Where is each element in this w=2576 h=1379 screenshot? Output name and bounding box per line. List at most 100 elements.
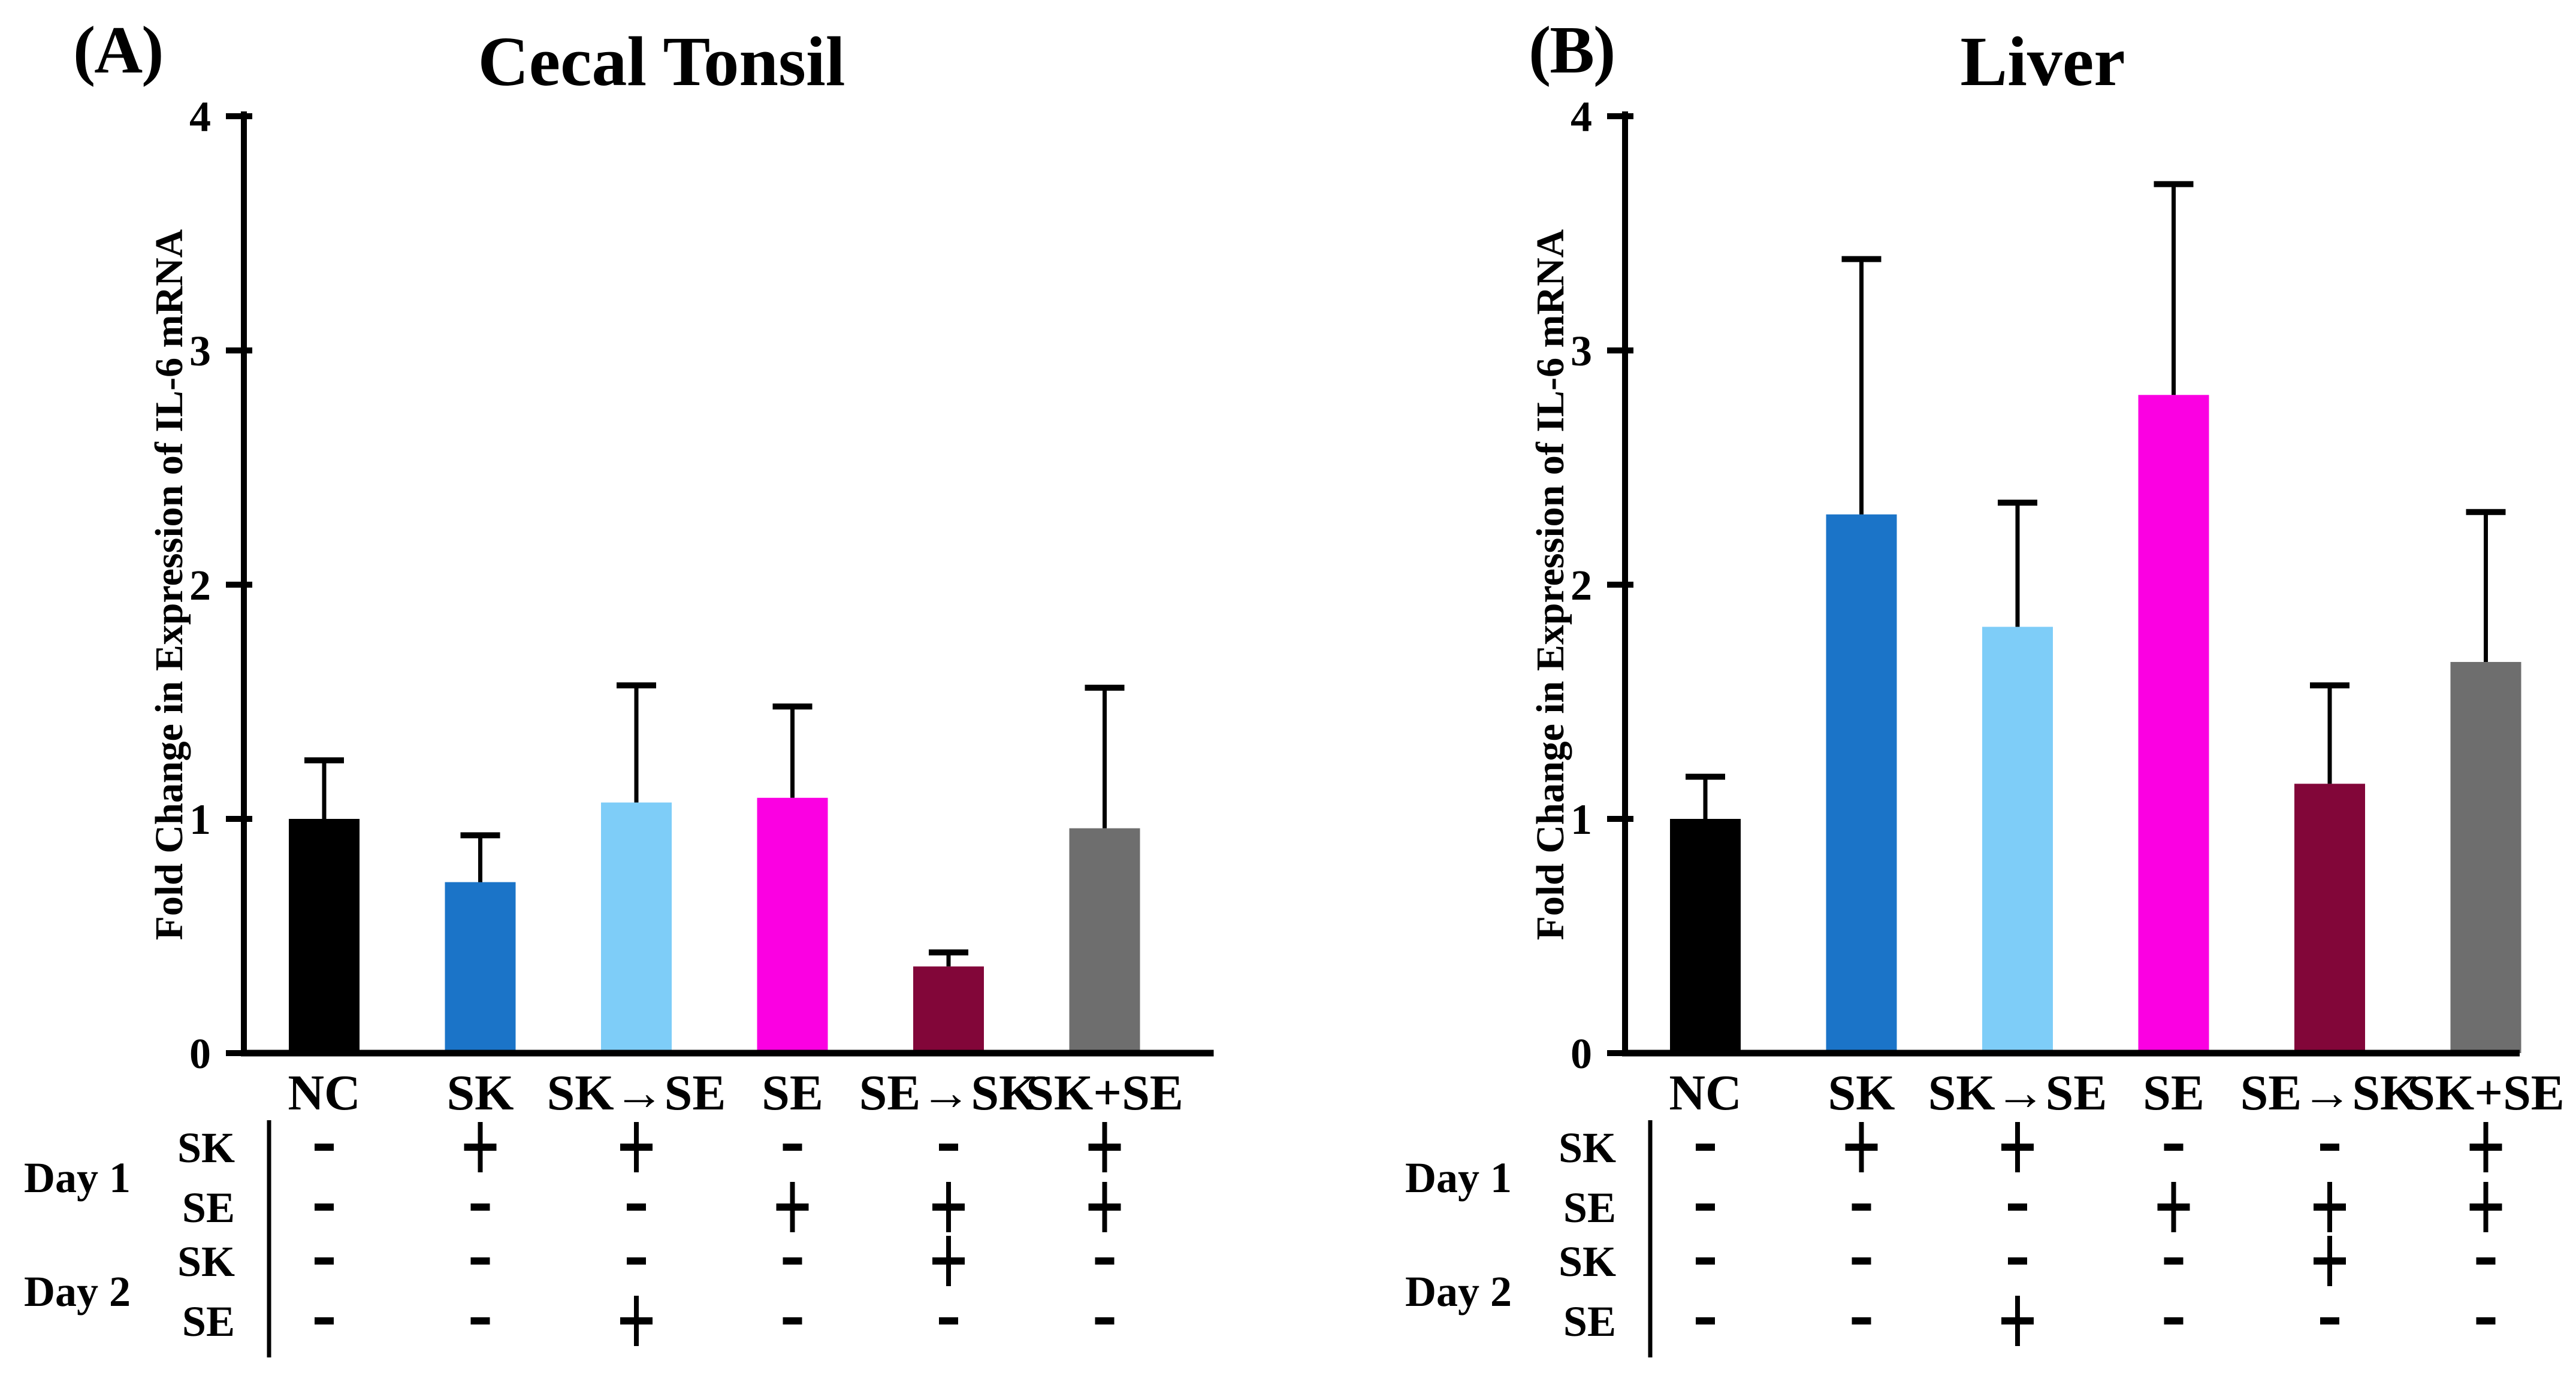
- treatment-row-label: SE: [182, 1184, 235, 1232]
- day-label: Day 2: [1405, 1268, 1512, 1316]
- y-tick-label: 0: [189, 1030, 211, 1078]
- y-tick-label: 3: [1571, 327, 1592, 375]
- minus-mark: [1696, 1317, 1715, 1324]
- treatment-cell-plus: [1845, 1122, 1878, 1172]
- treatment-cell-minus: [2164, 1257, 2184, 1265]
- bar-NC: [289, 819, 360, 1053]
- category-label: SE: [2143, 1065, 2204, 1121]
- treatment-cell-minus: [1095, 1257, 1115, 1265]
- treatment-cell-plus: [1088, 1182, 1121, 1232]
- panel-liver: (B) Liver Fold Change in Expression of I…: [1288, 0, 2576, 1379]
- plus-horizontal: [1088, 1144, 1121, 1151]
- treatment-cell-minus: [315, 1317, 334, 1324]
- y-tick-label: 0: [1571, 1030, 1592, 1078]
- treatment-cell-minus: [1696, 1257, 1715, 1265]
- treatment-cell-minus: [315, 1203, 334, 1211]
- treatment-cell-minus: [939, 1144, 958, 1151]
- day-label: Day 1: [1405, 1154, 1512, 1202]
- treatment-cell-minus: [783, 1144, 802, 1151]
- treatment-cell-plus: [2314, 1236, 2346, 1286]
- category-label: SE: [762, 1065, 823, 1121]
- minus-mark: [1852, 1317, 1871, 1324]
- treatment-cell-minus: [627, 1257, 646, 1265]
- bar-SK→SE: [1982, 627, 2053, 1053]
- treatment-cell-plus: [464, 1122, 497, 1172]
- treatment-cell-minus: [2008, 1257, 2027, 1265]
- treatment-cell-minus: [470, 1257, 490, 1265]
- plus-horizontal: [620, 1144, 653, 1151]
- plus-horizontal: [2001, 1144, 2034, 1151]
- plus-horizontal: [2001, 1317, 2034, 1324]
- minus-mark: [2008, 1257, 2027, 1265]
- plus-horizontal: [932, 1203, 965, 1211]
- treatment-row-label: SE: [182, 1298, 235, 1345]
- plus-horizontal: [776, 1203, 809, 1211]
- minus-mark: [1852, 1203, 1871, 1211]
- treatment-cell-minus: [2476, 1257, 2496, 1265]
- treatment-row-label: SK: [1559, 1238, 1616, 1286]
- minus-mark: [470, 1317, 490, 1324]
- plus-horizontal: [2469, 1144, 2502, 1151]
- minus-mark: [627, 1203, 646, 1211]
- category-label: NC: [1669, 1065, 1741, 1121]
- minus-mark: [315, 1144, 334, 1151]
- treatment-cell-minus: [2320, 1317, 2339, 1324]
- minus-mark: [783, 1257, 802, 1265]
- bar-SK→SE: [601, 802, 672, 1053]
- y-tick-label: 2: [1571, 561, 1592, 609]
- panel-title-cecal-tonsil: Cecal Tonsil: [478, 22, 845, 101]
- treatment-cell-minus: [2164, 1317, 2184, 1324]
- treatment-cell-minus: [1852, 1257, 1871, 1265]
- plus-horizontal: [2314, 1257, 2346, 1265]
- treatment-cell-minus: [1696, 1317, 1715, 1324]
- minus-mark: [783, 1317, 802, 1324]
- plus-horizontal: [2314, 1203, 2346, 1211]
- panel-letter-a: (A): [73, 13, 164, 87]
- bar-SK: [445, 882, 516, 1053]
- treatment-cell-minus: [2476, 1317, 2496, 1324]
- minus-mark: [1696, 1203, 1715, 1211]
- treatment-cell-minus: [783, 1257, 802, 1265]
- minus-mark: [939, 1144, 958, 1151]
- treatment-cell-minus: [783, 1317, 802, 1324]
- panel-title-liver: Liver: [1960, 22, 2125, 101]
- y-tick-label: 4: [189, 93, 211, 141]
- treatment-cell-minus: [2320, 1144, 2339, 1151]
- treatment-cell-minus: [470, 1203, 490, 1211]
- category-label: SK+SE: [2407, 1065, 2565, 1121]
- minus-mark: [2164, 1144, 2184, 1151]
- treatment-cell-plus: [2001, 1122, 2034, 1172]
- treatment-row-label: SK: [177, 1124, 235, 1172]
- treatment-cell-plus: [1088, 1122, 1121, 1172]
- treatment-cell-minus: [627, 1203, 646, 1211]
- y-tick-label: 1: [1571, 796, 1592, 843]
- treatment-cell-plus: [776, 1182, 809, 1232]
- minus-mark: [939, 1317, 958, 1324]
- bar-SE: [2138, 395, 2209, 1053]
- minus-mark: [1852, 1257, 1871, 1265]
- minus-mark: [2476, 1257, 2496, 1265]
- minus-mark: [1696, 1257, 1715, 1265]
- y-tick-label: 3: [189, 327, 211, 375]
- plus-horizontal: [932, 1257, 965, 1265]
- panel-letter-b: (B): [1529, 13, 1615, 87]
- treatment-row-label: SE: [1563, 1298, 1616, 1345]
- minus-mark: [1095, 1257, 1115, 1265]
- treatment-cell-minus: [2008, 1203, 2027, 1211]
- minus-mark: [1696, 1144, 1715, 1151]
- treatment-cell-minus: [939, 1317, 958, 1324]
- treatment-cell-plus: [620, 1122, 653, 1172]
- treatment-cell-plus: [932, 1236, 965, 1286]
- treatment-cell-plus: [2001, 1296, 2034, 1346]
- minus-mark: [2320, 1317, 2339, 1324]
- minus-mark: [315, 1317, 334, 1324]
- treatment-cell-minus: [1696, 1144, 1715, 1151]
- bar-SK+SE: [1069, 828, 1140, 1053]
- treatment-cell-minus: [2164, 1144, 2184, 1151]
- minus-mark: [2320, 1144, 2339, 1151]
- plus-horizontal: [1088, 1203, 1121, 1211]
- bar-NC: [1670, 819, 1741, 1053]
- day-label: Day 1: [24, 1154, 131, 1202]
